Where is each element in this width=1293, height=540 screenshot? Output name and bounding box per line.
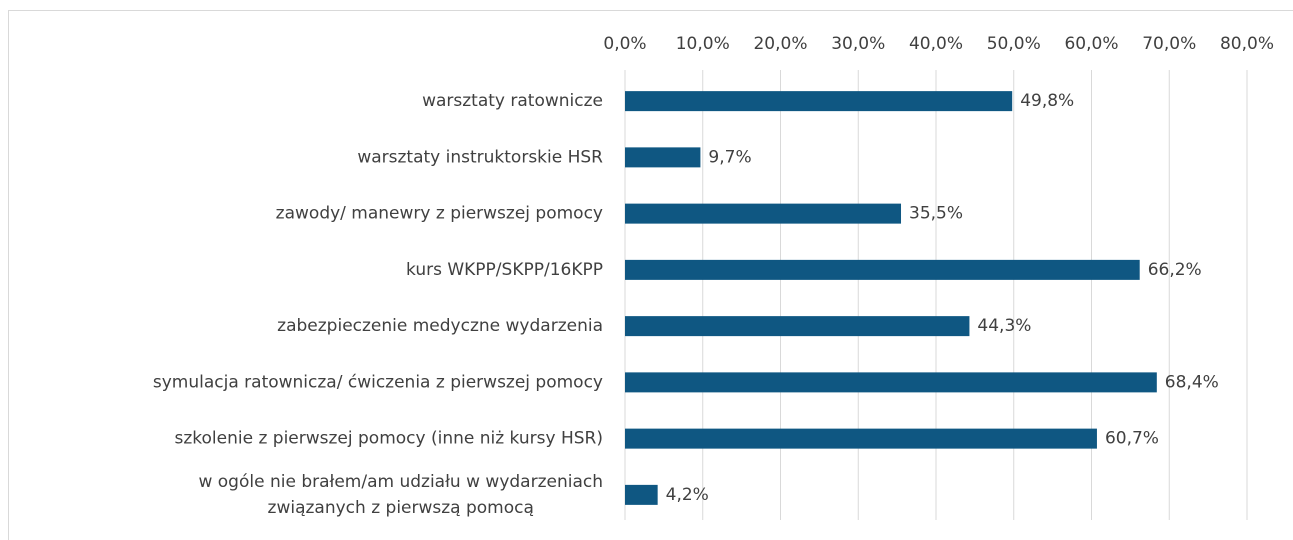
x-tick-label: 40,0% bbox=[909, 34, 963, 54]
value-label: 9,7% bbox=[708, 147, 751, 167]
x-tick-label: 60,0% bbox=[1064, 34, 1118, 54]
value-label: 4,2% bbox=[666, 485, 709, 505]
bar bbox=[625, 484, 658, 505]
y-tick-label: w ogóle nie brałem/am udziału w wydarzen… bbox=[198, 472, 603, 492]
bar bbox=[625, 316, 970, 337]
value-label: 35,5% bbox=[909, 204, 963, 224]
x-tick-label: 50,0% bbox=[987, 34, 1041, 54]
bar bbox=[625, 203, 902, 224]
bar bbox=[625, 372, 1157, 393]
x-tick-label: 80,0% bbox=[1220, 34, 1274, 54]
value-label: 49,8% bbox=[1020, 91, 1074, 111]
value-label: 68,4% bbox=[1165, 372, 1219, 392]
y-tick-label: warsztaty ratownicze bbox=[422, 91, 603, 111]
y-tick-label: zabezpieczenie medyczne wydarzenia bbox=[277, 316, 603, 336]
x-tick-label: 0,0% bbox=[603, 34, 646, 54]
bar bbox=[625, 259, 1140, 280]
bar bbox=[625, 91, 1013, 112]
x-tick-label: 70,0% bbox=[1142, 34, 1196, 54]
y-tick-label: warsztaty instruktorskie HSR bbox=[357, 147, 603, 167]
y-tick-label: szkolenie z pierwszej pomocy (inne niż k… bbox=[174, 429, 603, 449]
value-label: 44,3% bbox=[977, 316, 1031, 336]
y-tick-label: związanych z pierwszą pomocą bbox=[268, 498, 534, 518]
y-tick-label: kurs WKPP/SKPP/16KPP bbox=[406, 260, 603, 280]
x-tick-label: 30,0% bbox=[831, 34, 885, 54]
y-tick-label: symulacja ratownicza/ ćwiczenia z pierws… bbox=[153, 372, 603, 392]
y-tick-label: zawody/ manewry z pierwszej pomocy bbox=[276, 204, 603, 224]
value-label: 66,2% bbox=[1148, 260, 1202, 280]
x-tick-label: 20,0% bbox=[753, 34, 807, 54]
bar bbox=[625, 147, 701, 168]
value-label: 60,7% bbox=[1105, 429, 1159, 449]
bar bbox=[625, 428, 1097, 449]
x-tick-label: 10,0% bbox=[676, 34, 730, 54]
